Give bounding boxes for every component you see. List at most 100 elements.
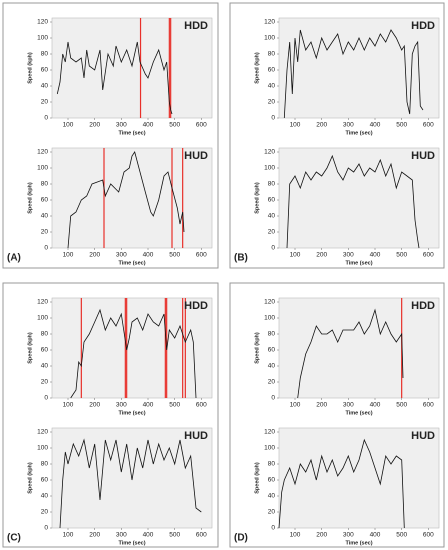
- y-tick-label: 80: [268, 181, 276, 188]
- speed-line: [297, 308, 404, 399]
- y-tick-label: 120: [37, 149, 48, 156]
- x-axis-label: Time (sec): [118, 130, 145, 136]
- x-tick-label: 600: [196, 122, 207, 129]
- chart-title: HDD: [184, 20, 208, 32]
- x-tick-label: 600: [196, 402, 207, 409]
- y-tick-label: 120: [264, 19, 275, 26]
- y-tick-label: 20: [268, 229, 276, 236]
- y-tick-label: 100: [37, 315, 48, 322]
- speed-line: [59, 438, 202, 529]
- y-tick-label: 0: [44, 245, 48, 252]
- speed-line: [278, 438, 405, 529]
- plot-area: [278, 147, 440, 249]
- x-tick-label: 600: [196, 532, 207, 539]
- chart-title: HUD: [411, 150, 435, 162]
- plot-area: [278, 297, 440, 399]
- y-tick-label: 60: [268, 477, 276, 484]
- y-axis-label: Speed (kph): [254, 332, 260, 364]
- x-tick-label: 500: [169, 252, 180, 259]
- x-tick-label: 200: [316, 122, 327, 129]
- x-tick-label: 400: [143, 252, 154, 259]
- x-tick-label: 500: [169, 122, 180, 129]
- x-tick-label: 500: [169, 402, 180, 409]
- speed-line: [283, 29, 424, 119]
- x-axis-label: Time (sec): [118, 260, 145, 266]
- x-tick-label: 600: [423, 122, 434, 129]
- x-tick-label: 100: [63, 532, 74, 539]
- x-tick-label: 300: [343, 252, 354, 259]
- y-tick-label: 120: [37, 429, 48, 436]
- y-tick-label: 20: [41, 99, 49, 106]
- y-tick-label: 60: [268, 347, 276, 354]
- y-tick-label: 0: [44, 395, 48, 402]
- y-tick-label: 100: [264, 35, 275, 42]
- panel-frame: [2, 2, 219, 269]
- speed-line: [286, 154, 420, 249]
- y-tick-label: 80: [41, 51, 49, 58]
- y-tick-label: 0: [271, 525, 275, 532]
- y-tick-label: 80: [41, 461, 49, 468]
- x-tick-label: 200: [316, 402, 327, 409]
- y-tick-label: 40: [41, 363, 49, 370]
- y-axis-label: Speed (kph): [27, 332, 33, 364]
- x-tick-label: 400: [370, 252, 381, 259]
- y-axis-label: Speed (kph): [254, 462, 260, 494]
- x-tick-label: 300: [116, 402, 127, 409]
- x-tick-label: 100: [290, 402, 301, 409]
- x-axis-label: Time (sec): [345, 130, 372, 136]
- x-tick-label: 400: [143, 532, 154, 539]
- y-tick-label: 60: [41, 197, 49, 204]
- y-tick-label: 100: [37, 35, 48, 42]
- panel-frame: [2, 282, 219, 548]
- y-axis-label: Speed (kph): [254, 182, 260, 214]
- plot-area: [51, 17, 213, 119]
- x-tick-label: 300: [116, 122, 127, 129]
- plot-area: [51, 297, 213, 399]
- y-tick-label: 100: [37, 165, 48, 172]
- y-tick-label: 40: [268, 213, 276, 220]
- y-tick-label: 20: [41, 509, 49, 516]
- y-tick-label: 80: [268, 331, 276, 338]
- panel-label: (A): [7, 253, 21, 264]
- x-tick-label: 600: [423, 532, 434, 539]
- y-tick-label: 0: [271, 245, 275, 252]
- plot-area: [278, 17, 440, 119]
- x-tick-label: 400: [143, 122, 154, 129]
- x-tick-label: 100: [290, 122, 301, 129]
- chart-title: HUD: [184, 150, 208, 162]
- y-tick-label: 60: [268, 67, 276, 74]
- y-tick-label: 40: [268, 363, 276, 370]
- panel-frame: [229, 2, 445, 269]
- speed-line: [56, 41, 173, 115]
- x-tick-label: 400: [370, 532, 381, 539]
- y-axis-label: Speed (kph): [27, 462, 33, 494]
- x-tick-label: 500: [396, 532, 407, 539]
- x-tick-label: 200: [316, 252, 327, 259]
- x-tick-label: 100: [63, 252, 74, 259]
- chart-title: HDD: [184, 300, 208, 312]
- y-tick-label: 40: [41, 213, 49, 220]
- y-tick-label: 40: [41, 493, 49, 500]
- panel-label: (B): [234, 253, 248, 264]
- x-tick-label: 500: [396, 402, 407, 409]
- y-tick-label: 0: [44, 525, 48, 532]
- y-tick-label: 80: [41, 331, 49, 338]
- x-axis-label: Time (sec): [345, 260, 372, 266]
- y-tick-label: 60: [41, 347, 49, 354]
- x-tick-label: 600: [196, 252, 207, 259]
- x-tick-label: 300: [343, 122, 354, 129]
- y-tick-label: 60: [268, 197, 276, 204]
- chart-title: HDD: [411, 300, 435, 312]
- y-tick-label: 20: [268, 99, 276, 106]
- x-tick-label: 500: [396, 122, 407, 129]
- panel-frame: [229, 282, 445, 548]
- x-tick-label: 300: [116, 532, 127, 539]
- chart-title: HDD: [411, 20, 435, 32]
- y-tick-label: 120: [37, 299, 48, 306]
- speed-line: [67, 151, 185, 249]
- y-tick-label: 20: [268, 509, 276, 516]
- plot-area: [51, 147, 213, 249]
- speed-line: [70, 308, 197, 399]
- chart-title: HUD: [184, 430, 208, 442]
- y-tick-label: 20: [41, 379, 49, 386]
